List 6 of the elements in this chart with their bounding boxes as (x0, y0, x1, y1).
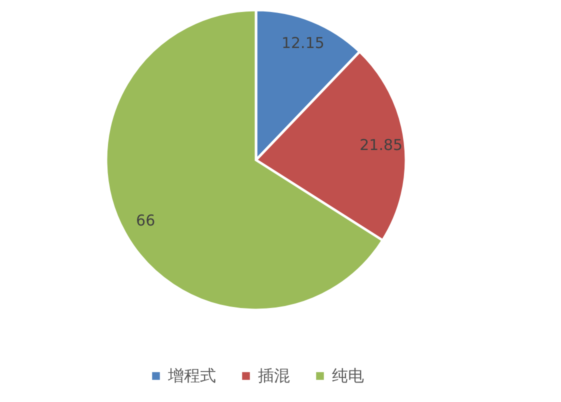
legend-label: 增程式 (167, 366, 216, 385)
data-label: 12.15 (281, 34, 324, 52)
legend-label: 插混 (258, 366, 290, 385)
data-label: 66 (136, 212, 156, 230)
data-label: 21.85 (360, 136, 403, 154)
legend-label: 纯电 (332, 366, 364, 385)
